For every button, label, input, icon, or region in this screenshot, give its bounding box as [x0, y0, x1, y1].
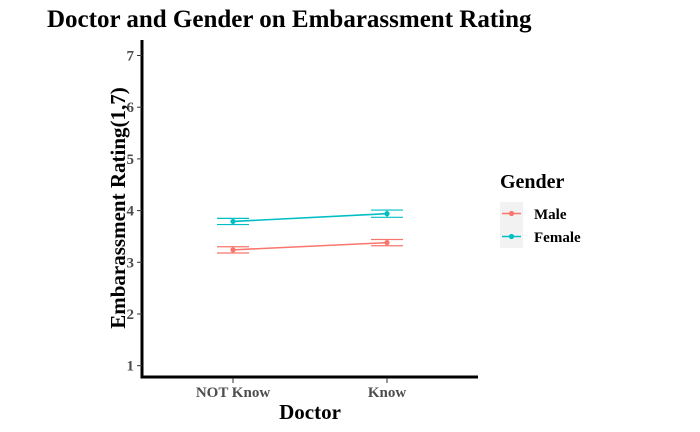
x-axis-title: Doctor — [279, 400, 341, 424]
plot-area — [217, 209, 403, 254]
data-point — [384, 211, 390, 217]
y-tick-label: 3 — [127, 255, 135, 271]
chart-title: Doctor and Gender on Embarassment Rating — [47, 6, 532, 33]
y-tick-label: 4 — [127, 204, 135, 220]
series-line — [232, 212, 388, 223]
y-tick-label: 6 — [127, 100, 135, 116]
legend: Gender Male Female — [500, 171, 581, 248]
y-axis-ticks: 1 2 3 4 5 6 7 — [127, 49, 142, 375]
data-point — [230, 218, 236, 225]
y-tick-label: 2 — [127, 307, 135, 323]
x-tick-label: Know — [368, 385, 407, 401]
y-tick-label: 1 — [127, 359, 135, 375]
y-tick-label: 7 — [127, 49, 135, 65]
x-tick-label: NOT Know — [196, 385, 270, 401]
legend-title: Gender — [500, 171, 565, 193]
y-tick-label: 5 — [127, 152, 135, 168]
data-point — [230, 247, 236, 253]
y-axis-title: Embarassment Rating(1,7) — [106, 87, 130, 329]
legend-label-female: Female — [534, 230, 581, 246]
legend-label-male: Male — [534, 207, 567, 223]
series-male — [217, 238, 403, 254]
series-line — [232, 241, 388, 251]
legend-key-point — [508, 233, 515, 240]
legend-key-point — [508, 210, 515, 217]
series-female — [217, 209, 403, 226]
data-point — [384, 240, 390, 246]
x-axis-ticks: NOT Know Know — [196, 378, 407, 401]
